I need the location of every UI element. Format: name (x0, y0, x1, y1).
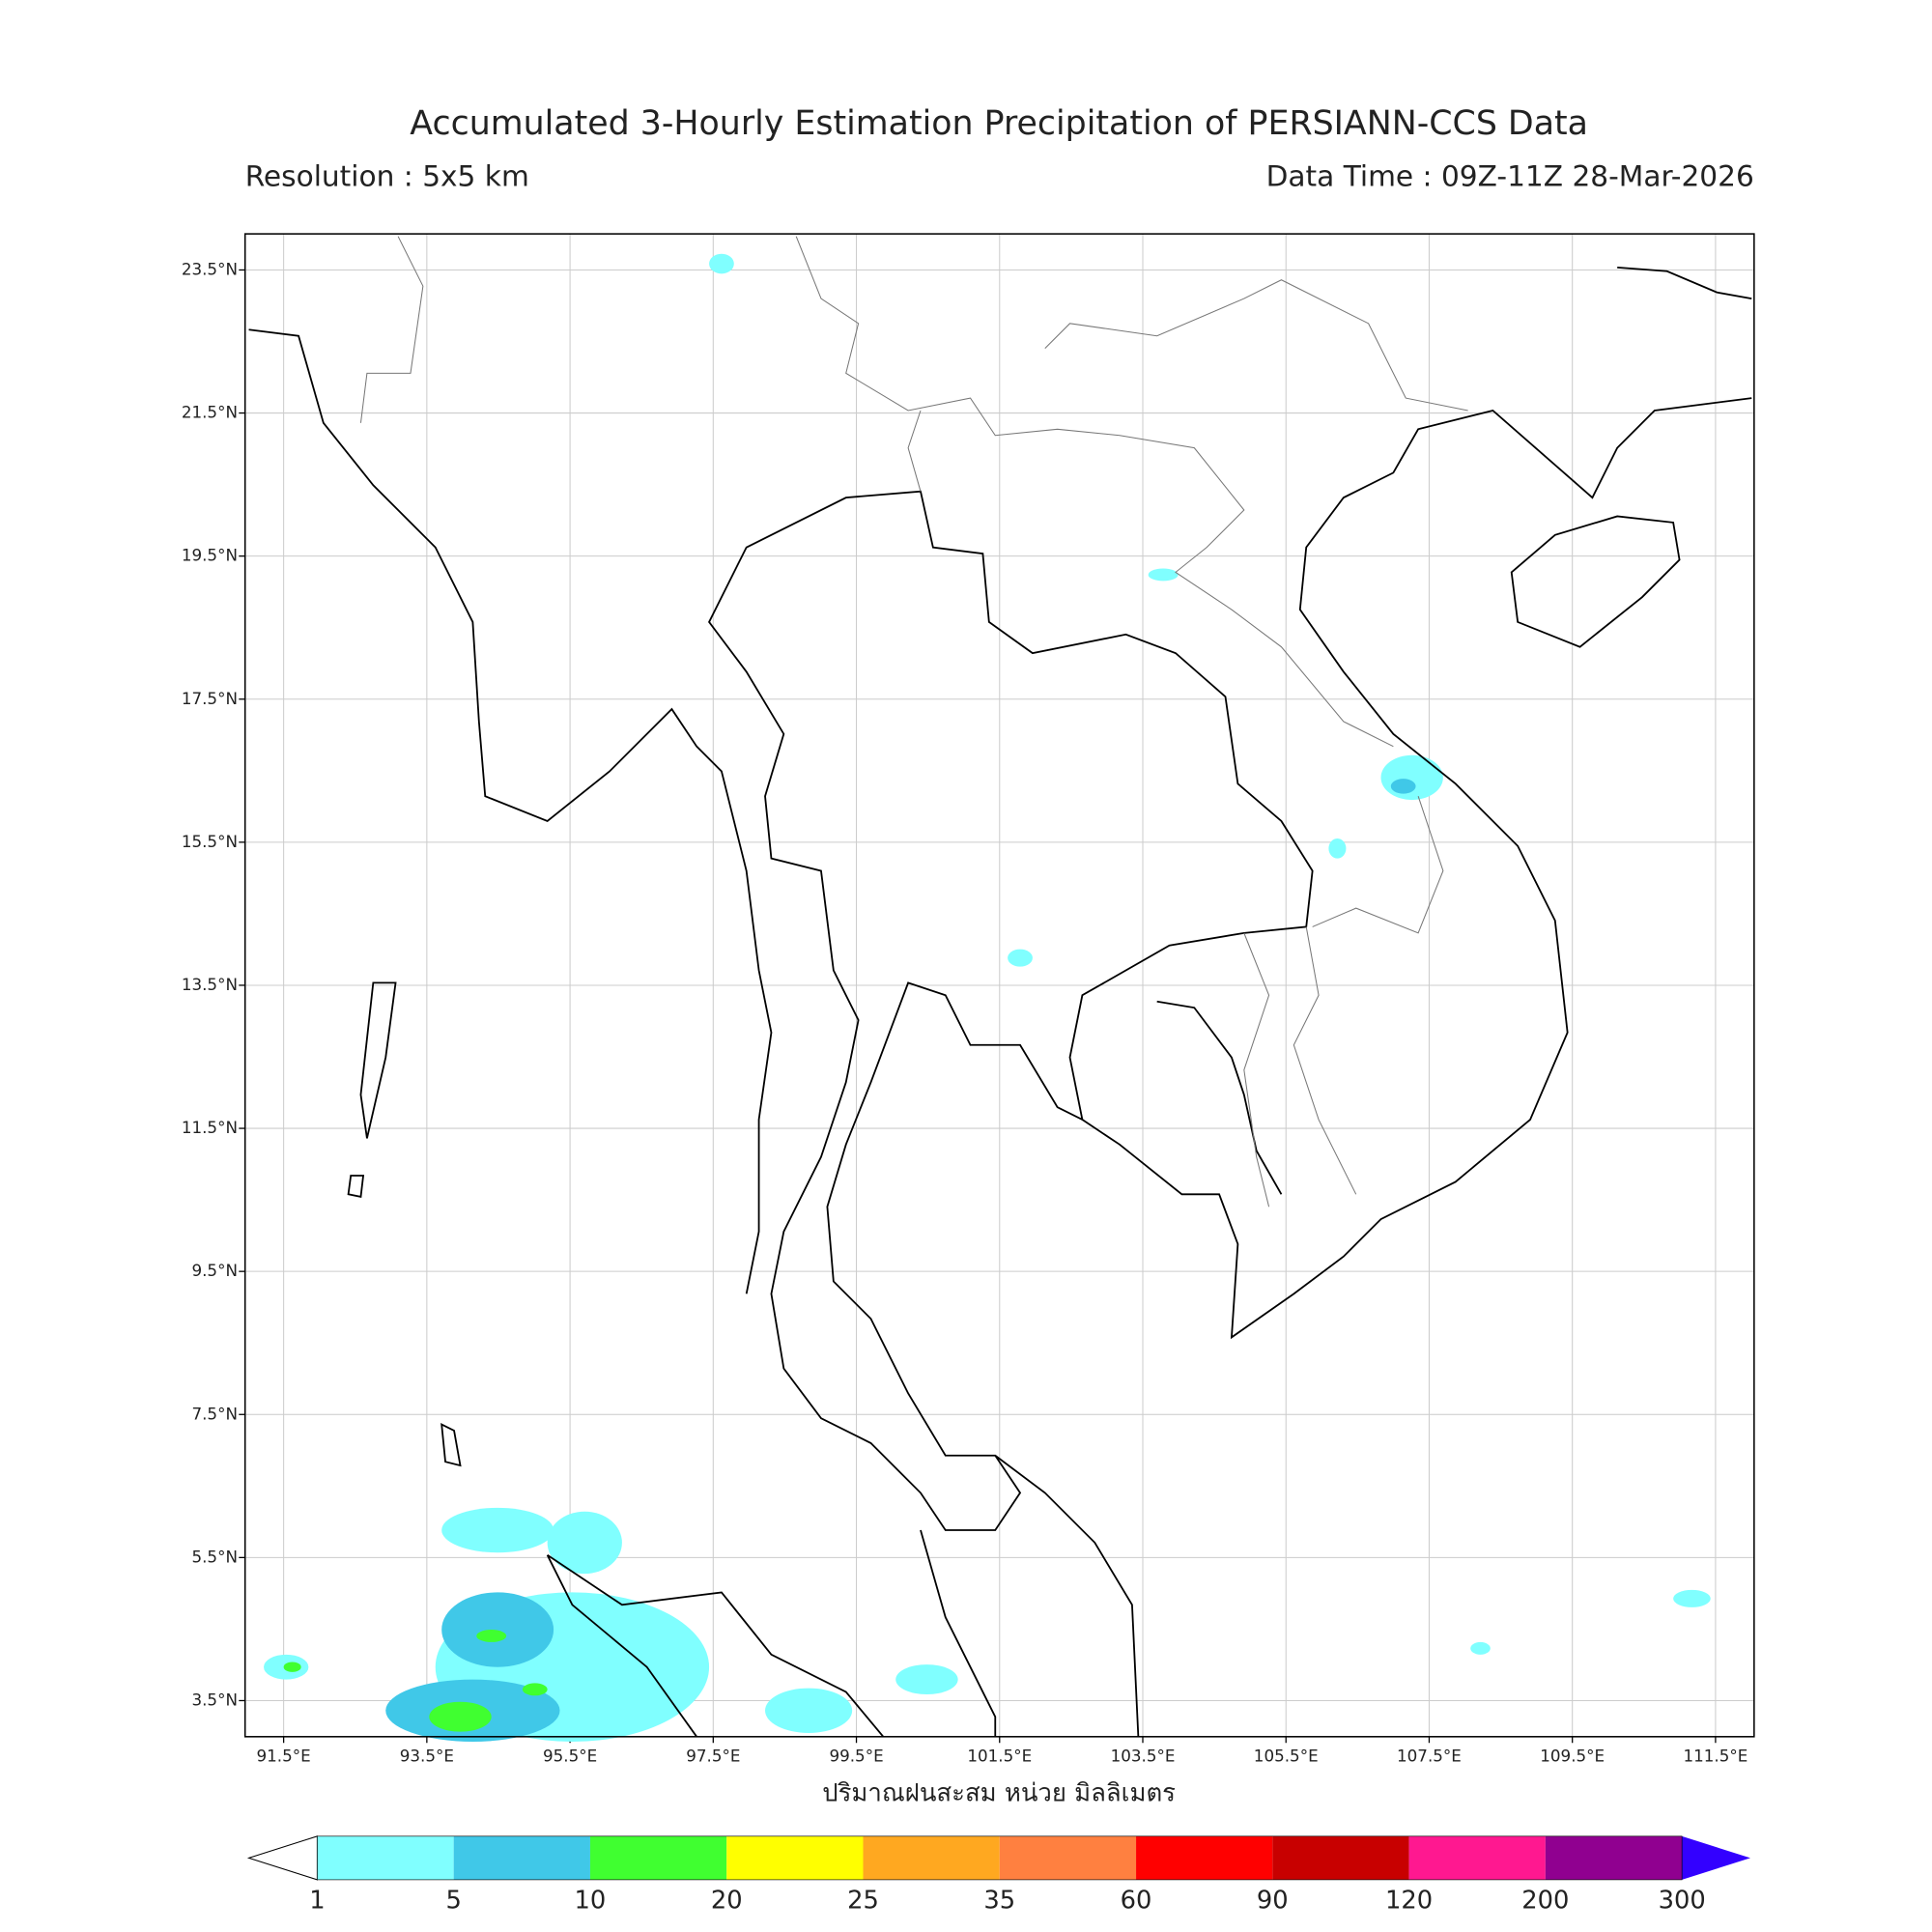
color-bin (863, 1835, 1000, 1880)
lon-label: 111.5°E (1683, 1746, 1747, 1765)
lat-label: 13.5°N (182, 975, 238, 994)
coastlines (248, 236, 1752, 1738)
lat-label: 19.5°N (182, 546, 238, 565)
data-time: Data Time : 09Z-11Z 28-Mar-2026 (1266, 160, 1754, 193)
color-bin (589, 1835, 727, 1880)
color-bin (1545, 1835, 1683, 1880)
lon-label: 107.5°E (1397, 1746, 1462, 1765)
lat-label: 15.5°N (182, 832, 238, 851)
colorbar-label: 300 (1659, 1886, 1706, 1915)
lon-label: 95.5°E (543, 1746, 597, 1765)
colorbar-label: 35 (983, 1886, 1015, 1915)
color-bin (1272, 1835, 1409, 1880)
colorbar-label: 1 (309, 1886, 325, 1915)
lat-label: 11.5°N (182, 1118, 238, 1137)
colorbar-label: 200 (1521, 1886, 1569, 1915)
lon-label: 103.5°E (1111, 1746, 1176, 1765)
colorbar-label: 90 (1257, 1886, 1289, 1915)
lat-label: 5.5°N (191, 1547, 238, 1566)
graticule: 91.5°E 93.5°E 95.5°E 97.5°E 99.5°E 101.5°E 103… (182, 234, 1754, 1765)
colorbar-frame (317, 1835, 1683, 1881)
map-frame (243, 233, 1755, 1738)
colorbar-label: 20 (711, 1886, 743, 1915)
colorbar-label: 10 (575, 1886, 607, 1915)
lon-label: 99.5°E (829, 1746, 883, 1765)
lat-label: 23.5°N (182, 259, 238, 278)
lat-label: 17.5°N (182, 689, 238, 708)
lon-label: 91.5°E (257, 1746, 311, 1765)
precipitation (264, 253, 1711, 1742)
colorbar-label: 25 (847, 1886, 879, 1915)
color-bin (1408, 1835, 1546, 1880)
resolution: Resolution : 5x5 km (245, 160, 529, 193)
lon-label: 109.5°E (1540, 1746, 1605, 1765)
color-bin (1136, 1835, 1273, 1880)
lat-label: 21.5°N (182, 403, 238, 422)
colorbar-label: 60 (1121, 1886, 1152, 1915)
over-arrow (1682, 1835, 1750, 1880)
lon-label: 105.5°E (1254, 1746, 1319, 1765)
lon-label: 101.5°E (967, 1746, 1032, 1765)
x-label: ปริมาณฝนสะสม หน่วย มิลลิเมตร (822, 1779, 1176, 1808)
under-arrow (246, 1835, 318, 1881)
color-bin (999, 1835, 1137, 1880)
lon-label: 93.5°E (400, 1746, 454, 1765)
lat-label: 3.5°N (191, 1690, 238, 1709)
color-bin (453, 1835, 590, 1880)
color-bin (726, 1835, 864, 1880)
lat-label: 9.5°N (191, 1261, 238, 1280)
title: Accumulated 3-Hourly Estimation Precipit… (410, 104, 1588, 143)
color-bin (317, 1835, 454, 1880)
colorbar: 1 5 10 20 25 35 60 90 120 200 300 (246, 1835, 1750, 1915)
lon-label: 97.5°E (686, 1746, 740, 1765)
colorbar-label: 120 (1385, 1886, 1433, 1915)
lat-label: 7.5°N (191, 1404, 238, 1423)
colorbar-label: 5 (445, 1886, 461, 1915)
